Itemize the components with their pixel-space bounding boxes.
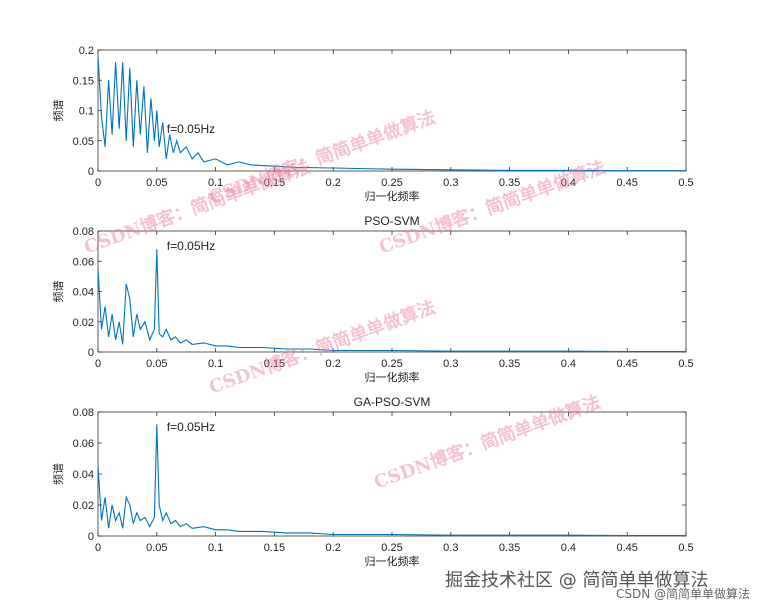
y-tick-label-2-0: 0 bbox=[88, 347, 94, 359]
chart-title-2: PSO-SVM bbox=[364, 214, 419, 228]
y-tick-label-1-0: 0 bbox=[88, 166, 94, 178]
y-tick-label-3-3: 0.06 bbox=[73, 438, 94, 450]
y-tick-label-1-3: 0.15 bbox=[73, 75, 94, 87]
y-tick-label-1-1: 0.05 bbox=[73, 136, 94, 148]
x-tick-label-2-9: 0.45 bbox=[616, 358, 637, 370]
x-tick-label-3-3: 0.15 bbox=[264, 542, 285, 554]
x-axis-label-2: 归一化频率 bbox=[365, 370, 420, 384]
x-tick-label-3-0: 0 bbox=[95, 542, 101, 554]
x-tick-label-1-2: 0.1 bbox=[208, 177, 223, 189]
x-tick-label-2-6: 0.3 bbox=[443, 358, 458, 370]
watermark-csdn: CSDN @简简单单做算法 bbox=[615, 587, 750, 601]
annotation-1: f=0.05Hz bbox=[167, 122, 215, 136]
x-tick-label-3-7: 0.35 bbox=[499, 542, 520, 554]
watermark-community: 掘金技术社区 @ 简简单单做算法 bbox=[445, 570, 709, 591]
y-tick-label-3-2: 0.04 bbox=[73, 469, 94, 481]
x-tick-label-2-7: 0.35 bbox=[499, 358, 520, 370]
plot-area-3 bbox=[97, 411, 687, 537]
plot-area-2 bbox=[97, 230, 687, 353]
series-line-1-0 bbox=[97, 56, 686, 172]
series-line-2-0 bbox=[97, 249, 686, 353]
x-tick-label-1-3: 0.15 bbox=[264, 177, 285, 189]
x-tick-label-3-10: 0.5 bbox=[678, 542, 693, 554]
x-tick-label-3-9: 0.45 bbox=[616, 542, 637, 554]
x-tick-label-2-10: 0.5 bbox=[678, 358, 693, 370]
x-tick-label-2-3: 0.15 bbox=[264, 358, 285, 370]
y-tick-label-3-1: 0.02 bbox=[73, 500, 94, 512]
x-tick-label-2-8: 0.4 bbox=[561, 358, 576, 370]
x-tick-label-1-10: 0.5 bbox=[678, 177, 693, 189]
x-tick-label-2-4: 0.2 bbox=[326, 358, 341, 370]
y-axis-label-3: 频谱 bbox=[51, 463, 65, 485]
x-tick-label-1-4: 0.2 bbox=[326, 177, 341, 189]
y-tick-label-2-1: 0.02 bbox=[73, 317, 94, 329]
x-tick-label-3-4: 0.2 bbox=[326, 542, 341, 554]
x-tick-label-1-5: 0.25 bbox=[381, 177, 402, 189]
x-tick-label-3-6: 0.3 bbox=[443, 542, 458, 554]
x-tick-label-2-2: 0.1 bbox=[208, 358, 223, 370]
x-tick-label-2-1: 0.05 bbox=[146, 358, 167, 370]
y-tick-label-2-4: 0.08 bbox=[73, 226, 94, 238]
x-tick-label-3-2: 0.1 bbox=[208, 542, 223, 554]
y-tick-label-3-0: 0 bbox=[88, 531, 94, 543]
x-tick-label-1-0: 0 bbox=[95, 177, 101, 189]
x-tick-label-1-9: 0.45 bbox=[616, 177, 637, 189]
y-tick-label-1-4: 0.2 bbox=[79, 45, 94, 57]
x-tick-label-1-1: 0.05 bbox=[146, 177, 167, 189]
y-tick-label-2-3: 0.06 bbox=[73, 256, 94, 268]
x-tick-label-3-5: 0.25 bbox=[381, 542, 402, 554]
y-tick-label-1-2: 0.1 bbox=[79, 106, 94, 118]
x-tick-label-3-8: 0.4 bbox=[561, 542, 576, 554]
x-tick-label-1-8: 0.4 bbox=[561, 177, 576, 189]
y-tick-label-2-2: 0.04 bbox=[73, 287, 94, 299]
x-tick-label-3-1: 0.05 bbox=[146, 542, 167, 554]
x-tick-label-1-7: 0.35 bbox=[499, 177, 520, 189]
x-tick-label-2-0: 0 bbox=[95, 358, 101, 370]
x-axis-label-3: 归一化频率 bbox=[365, 554, 420, 568]
y-axis-label-1: 频谱 bbox=[51, 100, 65, 122]
x-tick-label-2-5: 0.25 bbox=[381, 358, 402, 370]
series-line-3-0 bbox=[97, 424, 686, 537]
annotation-2: f=0.05Hz bbox=[167, 239, 215, 253]
x-tick-label-1-6: 0.3 bbox=[443, 177, 458, 189]
plot-area-1 bbox=[97, 49, 687, 172]
annotation-3: f=0.05Hz bbox=[167, 420, 215, 434]
y-axis-label-2: 频谱 bbox=[51, 281, 65, 303]
x-axis-label-1: 归一化频率 bbox=[365, 189, 420, 203]
chart-title-3: GA-PSO-SVM bbox=[354, 395, 431, 409]
y-tick-label-3-4: 0.08 bbox=[73, 407, 94, 419]
